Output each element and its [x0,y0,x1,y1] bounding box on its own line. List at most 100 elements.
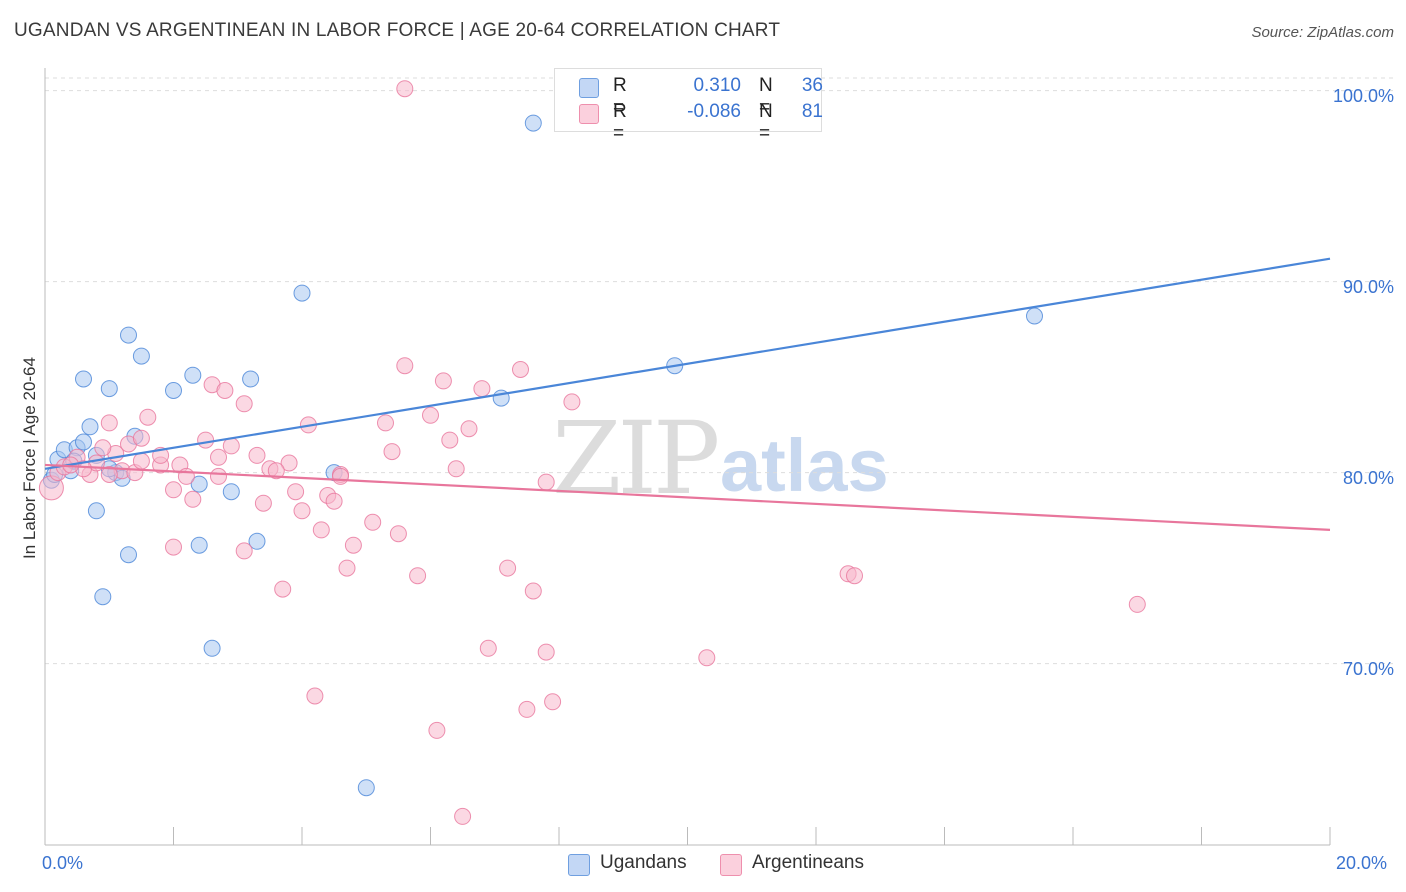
point-argentineans [338,559,356,577]
chart-title: UGANDAN VS ARGENTINEAN IN LABOR FORCE | … [14,20,781,41]
point-ugandans [120,546,137,564]
point-argentineans [698,649,716,667]
bottom-legend-swatch-ugandans [568,854,590,876]
point-argentineans [210,448,227,466]
bottom-legend-label-ugandans: Ugandans [600,852,687,873]
legend-r-value: 0.310 [693,75,741,96]
point-argentineans [312,521,330,539]
point-argentineans [383,443,401,461]
point-argentineans [274,580,292,598]
point-argentineans [132,452,150,470]
point-argentineans [377,414,394,432]
y-axis-title: In Labor Force | Age 20-64 [20,357,39,559]
point-argentineans [267,462,285,480]
point-ugandans [248,532,266,550]
trend-line-argentineans [44,463,1331,531]
point-argentineans [441,431,459,449]
point-ugandans [75,370,92,388]
legend-r-label: R = [613,75,627,118]
legend-swatch-ugandans [579,78,599,98]
point-argentineans [280,454,298,472]
correlation-legend: R = 0.310 N = 36 R = -0.086 N = 81 [554,68,823,144]
point-argentineans [364,513,382,531]
y-tick-label-80: 80.0% [1342,468,1394,488]
point-argentineans [409,567,427,585]
point-argentineans [184,490,202,508]
legend-n-label: N = [759,101,773,144]
point-ugandans [524,114,542,132]
point-ugandans [203,639,221,657]
point-argentineans [396,80,414,98]
point-argentineans [499,559,517,577]
point-argentineans [306,687,324,705]
point-argentineans [460,420,478,438]
point-argentineans [287,483,305,501]
point-ugandans [132,347,150,365]
point-ugandans [357,779,375,797]
point-ugandans [190,536,208,554]
point-argentineans [235,395,253,413]
point-argentineans [165,538,182,556]
point-argentineans [139,408,157,426]
point-argentineans [473,380,491,398]
bottom-legend-swatch-argentineans [720,854,742,876]
point-argentineans [132,429,150,447]
x-tick-label-min: 0.0% [42,853,84,873]
point-argentineans [100,414,118,432]
point-argentineans [325,492,343,510]
point-ugandans [190,475,208,493]
legend-n-value: 36 [801,75,823,96]
trend-layer [44,257,1331,531]
point-ugandans [242,370,260,388]
grid-layer [45,77,1395,665]
point-argentineans [197,431,215,449]
point-argentineans [94,439,112,457]
point-ugandans [184,366,202,384]
series-ugandans [42,114,1043,797]
legend-n-label: N = [759,75,773,118]
legend-r-label: R = [613,101,627,144]
point-argentineans [537,643,555,661]
legend-r-value: -0.086 [687,101,741,122]
point-argentineans [537,473,555,491]
point-argentineans [512,361,529,378]
point-argentineans [293,502,311,520]
point-ugandans [293,284,311,302]
point-argentineans [332,467,349,485]
point-argentineans [563,393,581,411]
points-layer [38,80,1146,825]
point-ugandans [94,588,112,606]
point-argentineans [846,567,863,585]
point-argentineans [100,466,118,483]
point-argentineans [344,536,362,554]
legend-swatch-argentineans [579,104,599,124]
trend-line-ugandans [44,257,1331,470]
watermark-atlas: atlas [720,424,889,507]
point-ugandans [222,483,240,501]
x-tick-label-max: 20.0% [1336,853,1388,873]
point-ugandans [1026,307,1043,325]
point-argentineans [422,406,439,424]
point-ugandans [81,418,99,436]
point-ugandans [100,380,118,398]
point-argentineans [454,807,472,825]
y-tick-label-100: 100.0% [1332,86,1394,106]
point-argentineans [235,542,253,560]
point-argentineans [389,525,407,543]
series-argentineans [38,80,1146,825]
point-argentineans [210,467,227,485]
point-argentineans [165,481,182,499]
point-ugandans [75,433,92,451]
axis-layer [44,68,1331,846]
point-argentineans [544,693,562,711]
point-ugandans [165,382,182,399]
point-argentineans [1128,595,1146,613]
point-argentineans [428,721,446,739]
source-note: Source: ZipAtlas.com [1251,24,1394,41]
point-argentineans [447,460,465,478]
y-tick-label-70: 70.0% [1342,659,1394,679]
point-argentineans [216,382,234,399]
point-argentineans [524,582,542,600]
point-ugandans [87,502,105,520]
